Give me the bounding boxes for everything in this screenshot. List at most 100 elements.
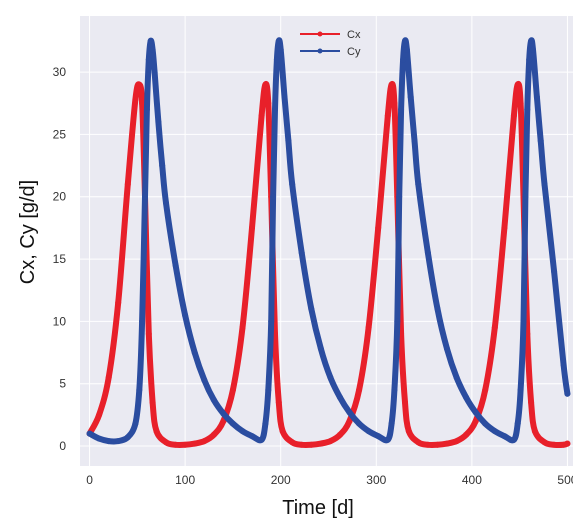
series-point-cy bbox=[510, 436, 517, 443]
series-point-cy bbox=[201, 377, 208, 383]
x-tick-label: 200 bbox=[271, 473, 291, 487]
series-point-cy bbox=[396, 193, 403, 200]
series-point-cx bbox=[444, 440, 450, 447]
series-point-cx bbox=[346, 418, 353, 425]
series-point-cy bbox=[537, 137, 544, 144]
series-point-cx bbox=[514, 81, 521, 88]
series-point-cx bbox=[136, 81, 143, 88]
legend-marker-cy bbox=[317, 48, 323, 54]
series-point-cy bbox=[517, 387, 524, 393]
series-point-cx bbox=[289, 439, 296, 446]
series-point-cy bbox=[172, 262, 179, 269]
series-point-cx bbox=[375, 224, 382, 231]
series-point-cy bbox=[501, 433, 508, 440]
series-point-cx bbox=[391, 100, 398, 107]
series-point-cy bbox=[268, 318, 275, 325]
series-point-cy bbox=[375, 433, 382, 440]
series-point-cy bbox=[526, 56, 533, 63]
series-point-cx bbox=[402, 399, 408, 406]
y-tick-label: 0 bbox=[59, 439, 66, 453]
series-point-cx bbox=[424, 441, 431, 448]
x-tick-label: 300 bbox=[366, 473, 386, 487]
series-point-cy bbox=[407, 94, 414, 100]
y-tick-label: 5 bbox=[59, 377, 66, 391]
y-tick-label: 20 bbox=[53, 190, 67, 204]
series-point-cx bbox=[275, 399, 282, 406]
series-point-cx bbox=[139, 100, 146, 107]
series-point-cy bbox=[151, 69, 158, 76]
series-point-cx bbox=[491, 324, 498, 331]
series-point-cx bbox=[472, 418, 479, 425]
series-point-cx bbox=[153, 428, 160, 435]
series-point-cy bbox=[191, 349, 198, 356]
series-point-cy bbox=[394, 318, 401, 325]
series-point-cx bbox=[384, 112, 391, 119]
series-point-cy bbox=[308, 305, 315, 312]
series-point-cy bbox=[229, 420, 236, 427]
series-point-cx bbox=[405, 428, 412, 435]
series-point-cx bbox=[453, 438, 460, 445]
series-point-cx bbox=[317, 440, 324, 447]
series-point-cy bbox=[491, 428, 498, 435]
series-point-cy bbox=[327, 374, 334, 381]
y-tick-label: 15 bbox=[53, 252, 67, 266]
y-tick-label: 30 bbox=[53, 65, 67, 79]
series-point-cy bbox=[258, 436, 265, 443]
series-point-cy bbox=[356, 420, 363, 427]
series-point-cy bbox=[434, 305, 441, 312]
series-point-cy bbox=[472, 409, 479, 416]
series-point-cy bbox=[551, 268, 558, 275]
legend-label-cy: Cy bbox=[347, 46, 361, 58]
series-point-cx bbox=[229, 387, 236, 393]
series-point-cy bbox=[514, 420, 521, 427]
series-point-cx bbox=[531, 428, 538, 435]
series-point-cy bbox=[298, 249, 305, 256]
series-point-cx bbox=[501, 224, 508, 231]
series-point-cx bbox=[265, 100, 272, 107]
series-point-cy bbox=[524, 106, 531, 113]
series-point-cy bbox=[149, 46, 156, 53]
series-point-cx bbox=[191, 440, 198, 447]
tick-labels: 0 100 200 300 400 500 0 5 10 15 20 25 30 bbox=[53, 65, 573, 487]
series-point-cy bbox=[402, 37, 408, 44]
grid-lines bbox=[80, 16, 573, 466]
plot-area bbox=[80, 16, 573, 466]
series-point-cx bbox=[201, 438, 208, 445]
series-point-cy bbox=[453, 374, 460, 381]
series-point-cx bbox=[163, 439, 169, 446]
series-point-cx bbox=[517, 100, 524, 107]
series-point-cy bbox=[265, 387, 272, 393]
series-point-cx bbox=[239, 324, 246, 331]
series-point-cx bbox=[279, 428, 286, 435]
series-point-cx bbox=[262, 81, 269, 88]
series-point-cy bbox=[132, 420, 139, 427]
y-tick-label: 25 bbox=[53, 127, 67, 141]
series-point-cy bbox=[444, 345, 450, 352]
series-point-cx bbox=[434, 441, 441, 448]
x-tick-label: 500 bbox=[557, 473, 573, 487]
series-point-cy bbox=[463, 394, 470, 401]
series-point-cx bbox=[528, 399, 535, 406]
x-tick-label: 0 bbox=[86, 473, 93, 487]
series-point-cy bbox=[210, 396, 217, 403]
series-point-cy bbox=[317, 345, 324, 352]
series-point-cy bbox=[482, 420, 489, 427]
x-axis-title: Time [d] bbox=[282, 497, 354, 519]
series-point-cy bbox=[365, 428, 372, 435]
x-tick-label: 400 bbox=[462, 473, 482, 487]
series-point-cy bbox=[124, 434, 131, 441]
series-point-cy bbox=[270, 193, 277, 200]
series-point-cx bbox=[132, 96, 139, 103]
series-group bbox=[86, 37, 571, 449]
series-point-cy bbox=[159, 162, 166, 169]
series-point-cx bbox=[258, 112, 265, 119]
series-point-cx bbox=[365, 324, 372, 331]
series-point-cy bbox=[522, 193, 529, 200]
series-point-cx bbox=[482, 387, 489, 393]
series-point-cx bbox=[96, 411, 103, 418]
series-point-cy bbox=[528, 37, 535, 44]
series-point-cy bbox=[105, 438, 112, 445]
series-point-cy bbox=[391, 387, 398, 393]
series-point-cx bbox=[564, 440, 571, 447]
